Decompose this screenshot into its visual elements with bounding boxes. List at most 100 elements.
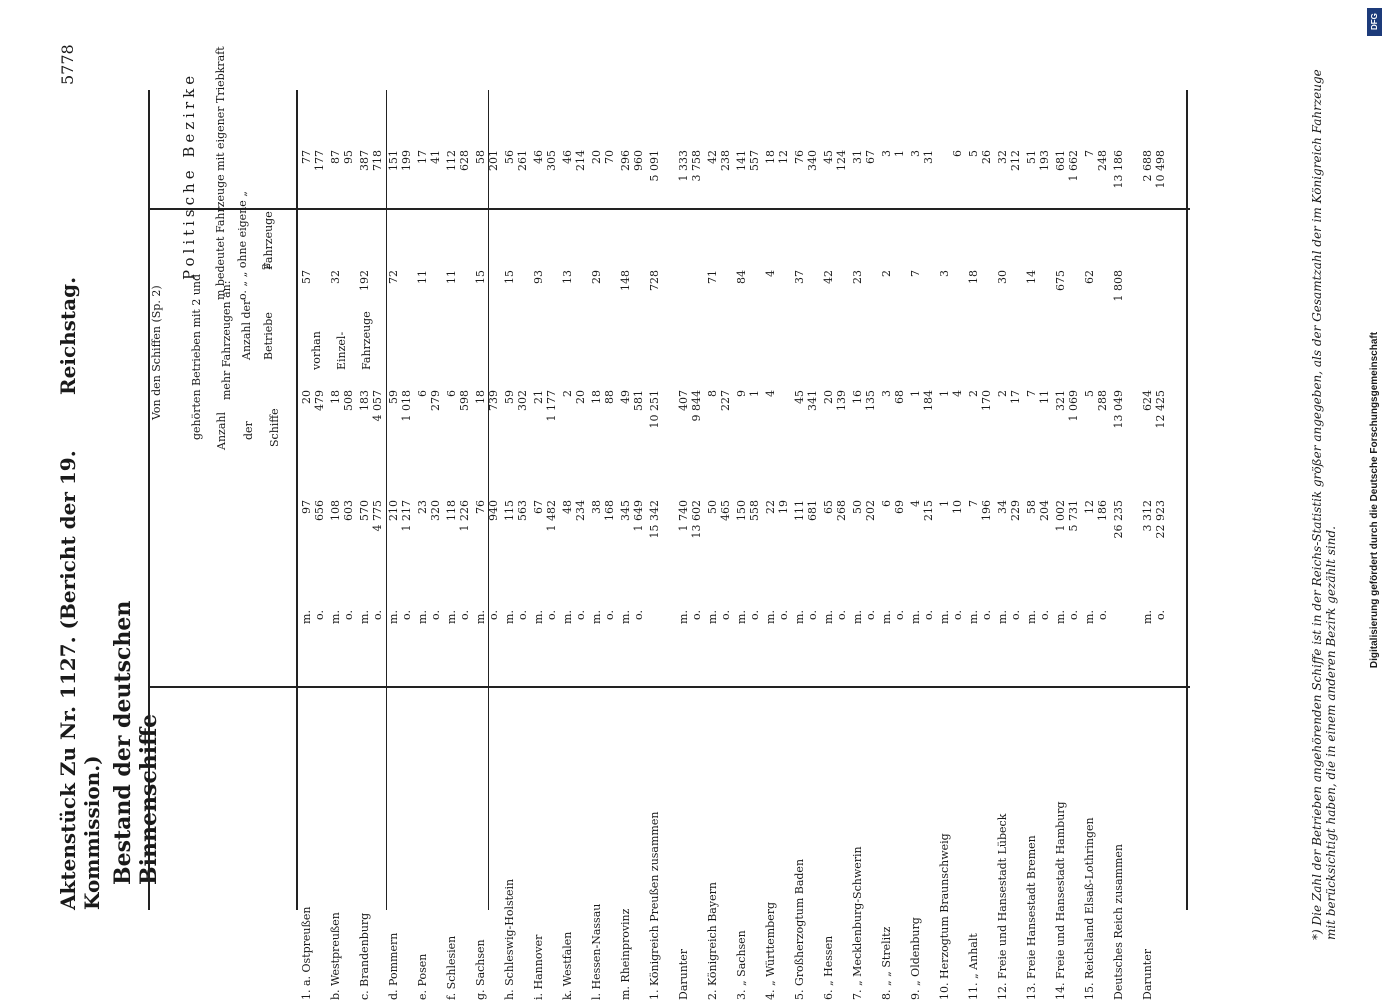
mo-marker: m. [329,610,342,624]
cell-schiffe: 10 [951,500,964,514]
cell-betriebe: 2 [880,270,893,277]
cell-einzelfahrzeuge: 16 [851,390,864,404]
mo-marker: m. [619,610,632,624]
cell-schiffe: 65 [822,500,835,514]
cell-fahrzeuge: 212 [1009,150,1022,171]
row-label: 15. Reichsland Elsaß-Lothringen [1083,817,1096,1000]
cell-einzelfahrzeuge: 4 057 [371,390,384,422]
cell-einzelfahrzeuge: 2 [967,390,980,397]
mo-marker: m. [590,610,603,624]
cell-einzelfahrzeuge: 9 844 [690,390,703,422]
mo-marker: m. [851,610,864,624]
mo-marker: m. [938,610,951,624]
cell-schiffe: 50 [706,500,719,514]
cell-fahrzeuge: 17 [416,150,429,164]
cell-einzelfahrzeuge: 288 [1096,390,1109,411]
cell-schiffe: 204 [1038,500,1051,521]
cell-fahrzeuge: 238 [719,150,732,171]
cell-betriebe: 32 [329,270,342,284]
cell-einzelfahrzeuge: 6 [416,390,429,397]
cell-schiffe: 4 775 [371,500,384,532]
mo-marker: o. [748,610,761,620]
table-row: m. Rheinprovinz m. o. 345 1 649 49 581 148 296 96… [619,0,648,1000]
cell-einzelfahrzeuge: 581 [632,390,645,411]
cell-fahrzeuge: 681 [1054,150,1067,171]
cell-betriebe: 14 [1025,270,1038,284]
cell-einzelfahrzeuge: 302 [516,390,529,411]
cell-betriebe: 1 808 [1112,270,1125,302]
cell-schiffe: 465 [719,500,732,521]
cell-fahrzeuge: 67 [864,150,877,164]
mo-marker: m. [822,610,835,624]
cell-schiffe: 570 [358,500,371,521]
cell-betriebe: 71 [706,270,719,284]
cell-schiffe: 234 [574,500,587,521]
cell-schiffe: 268 [835,500,848,521]
mo-marker: o. [690,610,703,620]
row-label: 8. „ „ Strelitz [880,926,893,1000]
cell-betriebe: 3 [938,270,951,277]
cell-schiffe: 202 [864,500,877,521]
cell-einzelfahrzeuge: 6 [445,390,458,397]
cell-fahrzeuge: 32 [996,150,1009,164]
cell-fahrzeuge: 46 [561,150,574,164]
cell-fahrzeuge: 1 [893,150,906,157]
cell-fahrzeuge: 193 [1038,150,1051,171]
cell-fahrzeuge: 46 [532,150,545,164]
cell-schiffe: 19 [777,500,790,514]
cell-schiffe: 23 [416,500,429,514]
cell-einzelfahrzeuge: 59 [387,390,400,404]
row-label: b. Westpreußen [329,912,342,1000]
table-row: h. Schleswig-Holstein m. o. 115 563 59 302 15 56… [503,0,532,1000]
row-label: f. Schlesien [445,935,458,1000]
row-label: k. Westfalen [561,931,574,1000]
mo-marker: o. [777,610,790,620]
cell-fahrzeuge: 340 [806,150,819,171]
row-label: 11. „ Anhalt [967,933,980,1000]
cell-schiffe: 215 [922,500,935,521]
cell-einzelfahrzeuge: 88 [603,390,616,404]
cell-fahrzeuge: 124 [835,150,848,171]
mo-marker: m. [1054,610,1067,624]
cell-fahrzeuge: 387 [358,150,371,171]
table-row: i. Hannover m. o. 67 1 482 21 1 177 93 46 305 [532,0,561,1000]
cell-fahrzeuge: 151 [387,150,400,171]
table-row: 1. a. Ostpreußen m. o. 97 656 20 479 57 77 177 [300,0,329,1000]
cell-schiffe: 6 [880,500,893,507]
mo-marker: o. [893,610,906,620]
table-row: Deutsches Reich zusammen 26 235 13 049 1 80… [1112,0,1141,1000]
cell-einzelfahrzeuge: 5 [1083,390,1096,397]
cell-schiffe: 656 [313,500,326,521]
mo-marker: m. [793,610,806,624]
mo-marker: m. [503,610,516,624]
table-row: 4. „ Württemberg m. o. 22 19 4 4 18 12 [764,0,793,1000]
cell-schiffe: 111 [793,500,806,521]
table-row: 13. Freie Hansestadt Bremen m. o. 58 204 7 11 1… [1025,0,1054,1000]
cell-betriebe: 57 [300,270,313,284]
table-row: 8. „ „ Strelitz m. o. 6 69 3 68 2 3 1 [880,0,909,1000]
cell-schiffe: 940 [487,500,500,521]
cell-fahrzeuge: 6 [951,150,964,157]
cell-fahrzeuge: 56 [503,150,516,164]
cell-schiffe: 5 731 [1067,500,1080,532]
mo-marker: o. [806,610,819,620]
table-row: Darunter m. o. 3 312 22 923 624 12 425 2 688 10 … [1141,0,1170,1000]
cell-schiffe: 603 [342,500,355,521]
cell-fahrzeuge: 5 [967,150,980,157]
mo-marker: m. [880,610,893,624]
cell-schiffe: 76 [474,500,487,514]
cell-schiffe: 118 [445,500,458,521]
row-label: 5. Großherzogtum Baden [793,858,806,1000]
cell-einzelfahrzeuge: 183 [358,390,371,411]
table-row: k. Westfalen m. o. 48 234 2 20 13 46 214 [561,0,590,1000]
mo-marker: o. [1038,610,1051,620]
digitization-strip: Digitalisierung gefördert durch die Deut… [1366,0,1383,1000]
cell-schiffe: 38 [590,500,603,514]
row-label: 1. Königreich Preußen zusammen [648,811,661,1000]
cell-schiffe: 558 [748,500,761,521]
cell-fahrzeuge: 51 [1025,150,1038,164]
cell-einzelfahrzeuge: 1 177 [545,390,558,422]
cell-einzelfahrzeuge: 3 [880,390,893,397]
